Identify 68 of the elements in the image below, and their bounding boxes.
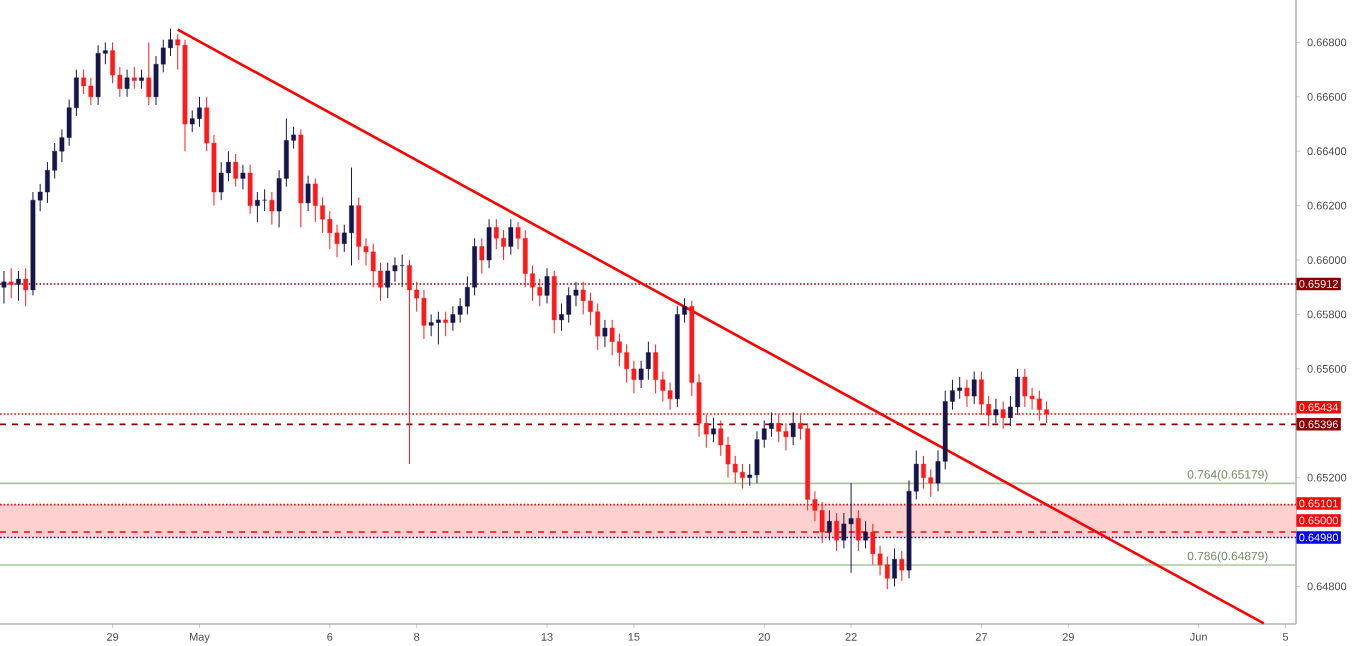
candlestick <box>399 254 405 288</box>
candlestick <box>124 69 130 98</box>
candlestick <box>131 66 137 90</box>
candlestick <box>993 398 999 424</box>
candlestick <box>233 153 239 188</box>
candlestick <box>88 77 94 106</box>
candlestick <box>1044 400 1049 424</box>
candlestick <box>899 550 905 582</box>
candlestick <box>392 256 398 283</box>
candlestick <box>725 436 731 479</box>
candlestick <box>551 270 557 334</box>
candlestick <box>262 188 267 212</box>
candlestick <box>783 422 789 451</box>
candlestick <box>197 96 202 128</box>
candlestick <box>218 161 224 201</box>
candlestick <box>385 262 391 299</box>
candlestick <box>827 509 832 541</box>
candlestick <box>450 305 456 332</box>
candlestick <box>559 303 564 332</box>
candlestick <box>609 319 615 356</box>
candlestick <box>436 311 441 345</box>
candlestick <box>327 210 333 250</box>
candlestick <box>428 313 434 337</box>
candlestick <box>81 69 86 95</box>
candlestick <box>602 319 608 348</box>
candlestick <box>522 229 528 288</box>
candlestick <box>493 218 499 250</box>
candlestick <box>928 468 934 498</box>
candlestick <box>443 311 449 337</box>
candlestick <box>240 164 246 190</box>
candlestick <box>508 218 514 256</box>
candlestick <box>863 520 868 549</box>
candlestick <box>580 281 586 315</box>
candlestick <box>305 175 311 212</box>
candlestick <box>168 28 173 57</box>
candlestick <box>146 41 152 106</box>
candlestick <box>711 417 716 443</box>
candlestick <box>298 128 304 228</box>
candlestick <box>269 191 275 226</box>
candlestick <box>566 286 572 324</box>
candlestick <box>848 482 854 574</box>
candlestick <box>189 109 195 133</box>
candlestick <box>1036 390 1042 422</box>
candlestick <box>1 270 7 305</box>
candlestick <box>617 332 622 367</box>
candlestick <box>537 278 543 307</box>
candlestick <box>8 267 14 299</box>
candlestick <box>638 360 644 389</box>
candlestick <box>631 360 637 394</box>
candlestick <box>370 243 376 288</box>
candlestick <box>921 455 926 490</box>
candlestick <box>790 411 796 446</box>
candlestick <box>501 229 506 261</box>
candlestick <box>16 270 21 302</box>
candlestick <box>334 224 340 258</box>
candlestick <box>595 303 601 351</box>
candlestick <box>964 379 970 408</box>
candlestick <box>356 196 362 261</box>
candlestick <box>573 281 579 307</box>
candlestick <box>957 376 963 400</box>
candlestick <box>776 414 782 443</box>
candlestick <box>139 69 144 90</box>
candlestick <box>23 267 29 307</box>
candlestick <box>1000 400 1006 430</box>
candlestick <box>1022 368 1028 408</box>
candlestick <box>479 237 485 275</box>
candlestick <box>312 177 318 223</box>
candlestick <box>971 371 977 405</box>
